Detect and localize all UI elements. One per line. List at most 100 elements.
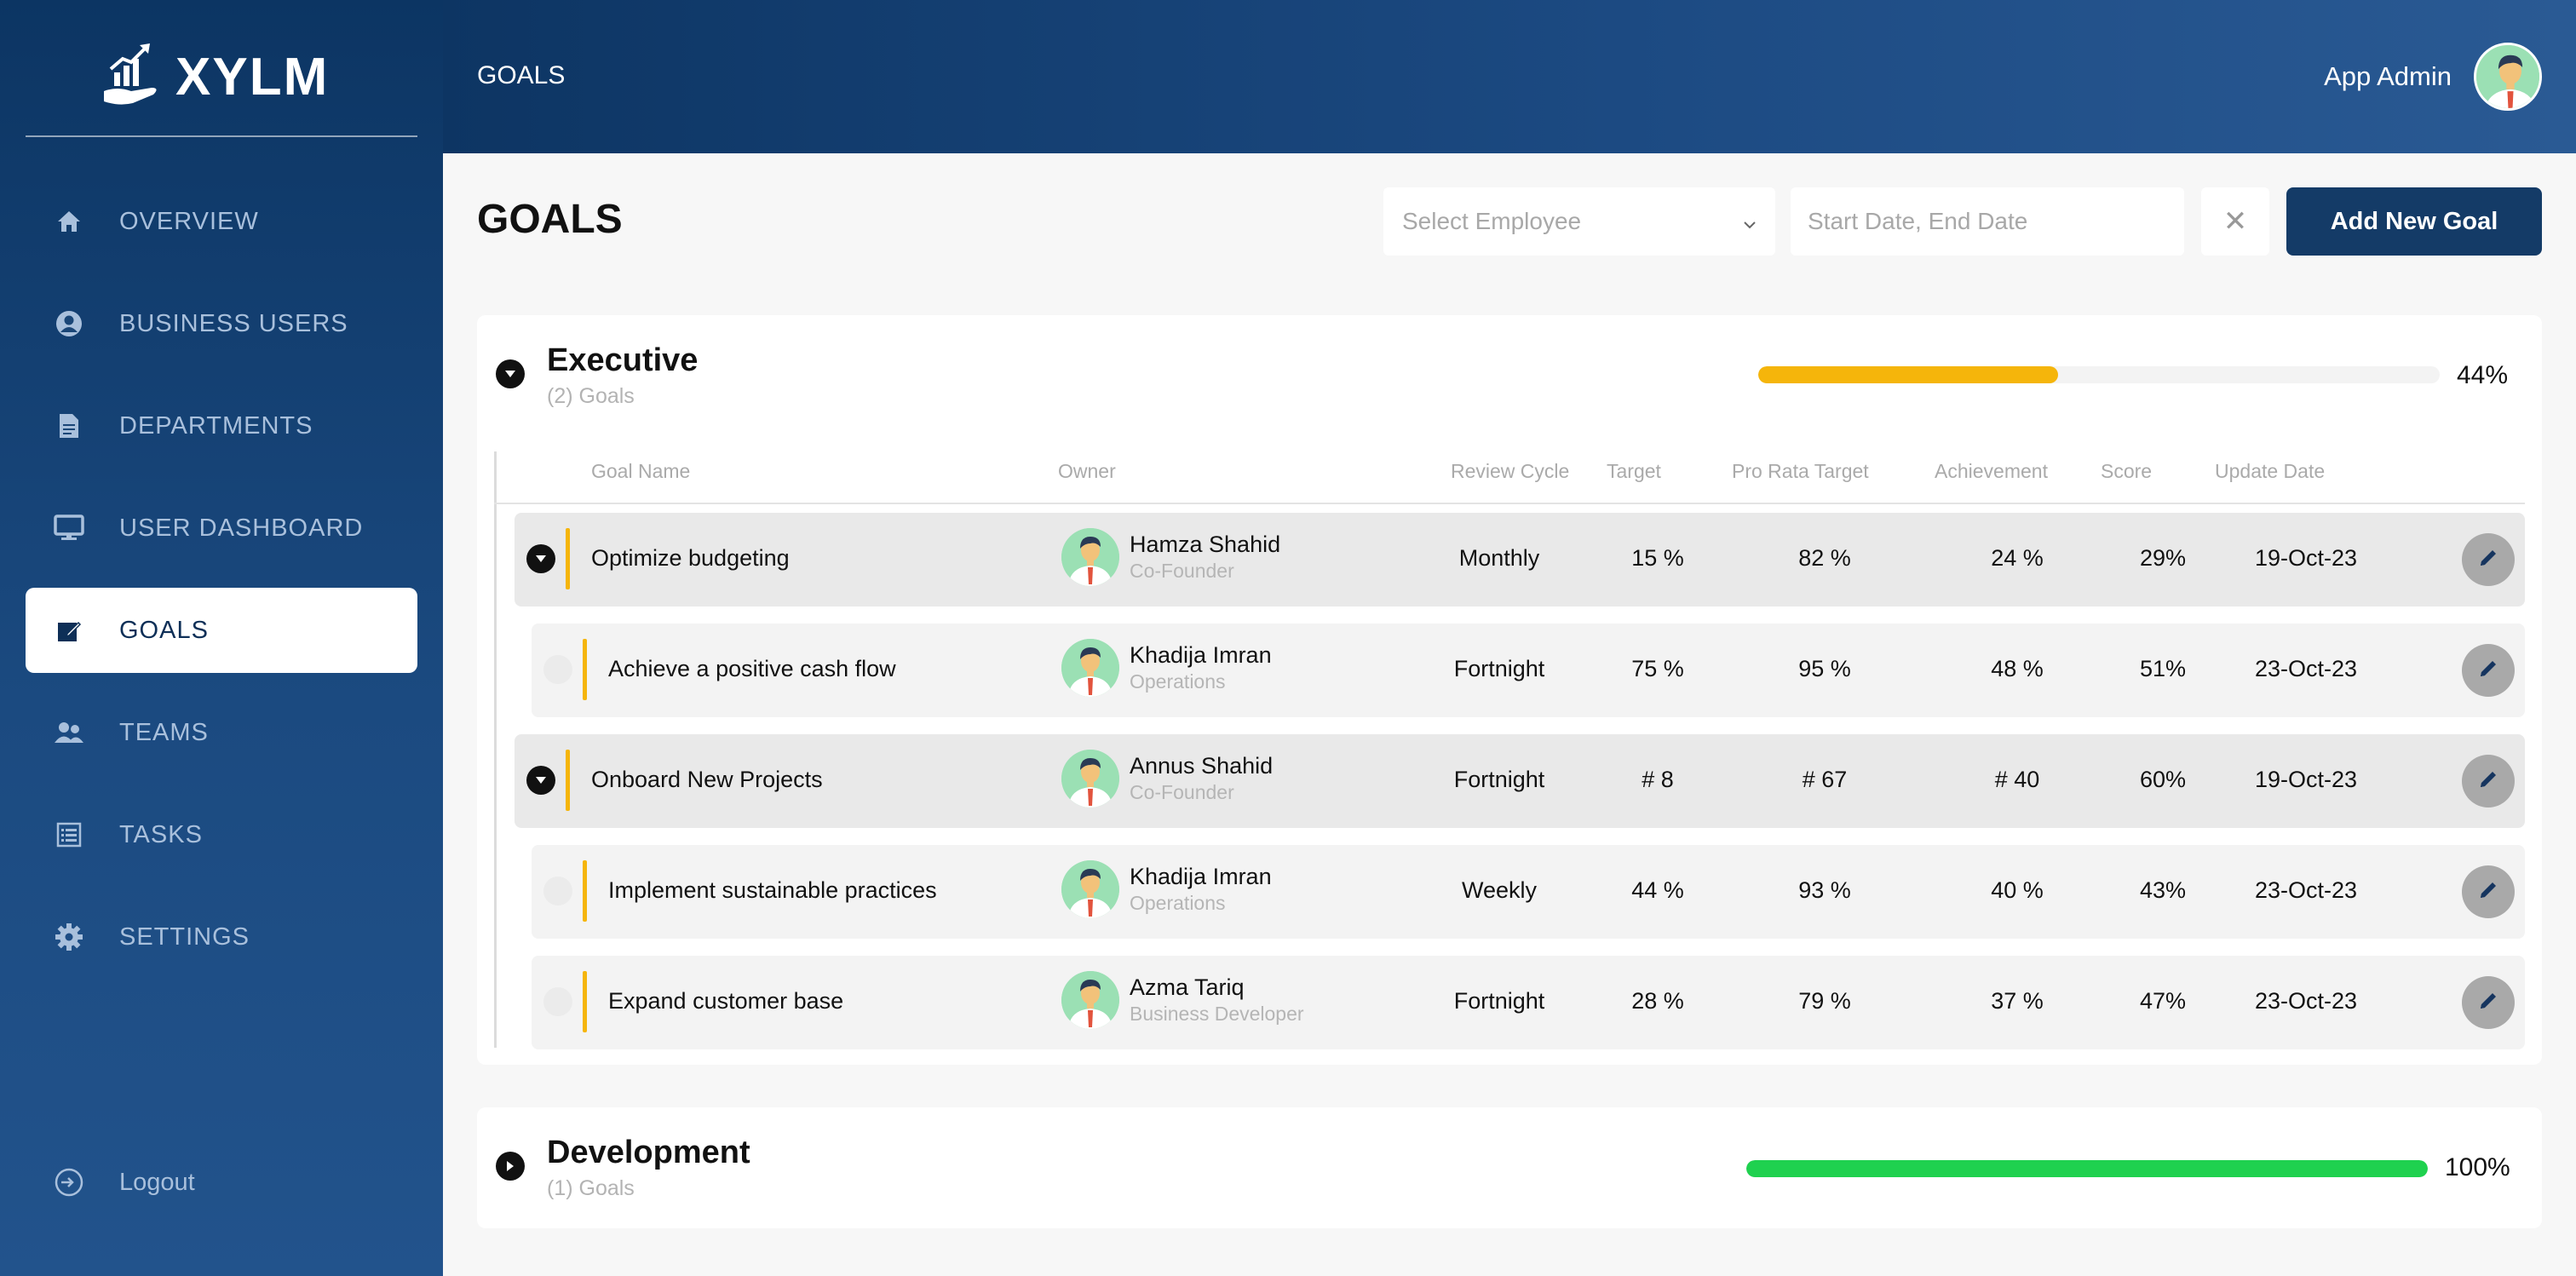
group-goal-count: (1) Goals (547, 1176, 635, 1200)
sidebar-item-departments[interactable]: DEPARTMENTS (26, 383, 417, 468)
update-date: 19-Oct-23 (2254, 767, 2358, 792)
collapse-toggle-icon[interactable] (526, 766, 555, 795)
score-value: 43% (2139, 877, 2187, 903)
group-progress-percent: 100% (2445, 1153, 2510, 1181)
sidebar-item-settings[interactable]: SETTINGS (26, 894, 417, 980)
pencil-icon (2477, 990, 2499, 1016)
sidebar-item-label: GOALS (119, 616, 209, 644)
owner-role: Operations (1130, 670, 1226, 693)
pro-rata-target-value: 95 % (1798, 656, 1851, 681)
logout-label: Logout (119, 1168, 195, 1196)
target-value: 75 % (1631, 656, 1684, 681)
owner-name: Hamza Shahid (1130, 532, 1281, 557)
owner-role: Co-Founder (1130, 560, 1234, 582)
update-date: 23-Oct-23 (2254, 988, 2358, 1014)
goal-group-executive: Executive (2) Goals 44% Goal Name Owner … (477, 315, 2542, 1065)
sidebar-item-label: DEPARTMENTS (119, 411, 313, 440)
pro-rata-target-value: # 67 (1802, 767, 1848, 792)
goal-group-development: Development (1) Goals 100% (477, 1107, 2542, 1228)
add-new-goal-button[interactable]: Add New Goal (2286, 187, 2542, 256)
expand-toggle-icon[interactable] (496, 1152, 525, 1181)
update-date: 19-Oct-23 (2254, 545, 2358, 571)
collapse-toggle-icon[interactable] (526, 544, 555, 573)
achievement-value: 24 % (1991, 545, 2044, 571)
edit-goal-button[interactable] (2462, 976, 2515, 1029)
home-icon (48, 209, 90, 234)
sidebar-divider (26, 135, 417, 137)
top-header: GOALS App Admin (443, 0, 2576, 153)
avatar (1061, 639, 1119, 697)
sidebar-item-goals[interactable]: GOALS (26, 588, 417, 673)
review-cycle: Fortnight (1453, 988, 1545, 1014)
goal-accent-bar (583, 639, 587, 700)
document-icon (48, 412, 90, 440)
edit-goal-button[interactable] (2462, 865, 2515, 918)
date-range-input[interactable]: Start Date, End Date (1791, 187, 2184, 256)
team-icon (48, 720, 90, 745)
avatar[interactable] (2474, 43, 2542, 111)
employee-select-placeholder: Select Employee (1402, 208, 1582, 234)
owner-role: Business Developer (1130, 1003, 1304, 1025)
achievement-value: 37 % (1991, 988, 2044, 1014)
group-header[interactable]: Executive (2) Goals (496, 342, 698, 409)
goal-owner: Hamza Shahid Co-Founder (1061, 528, 1280, 586)
edit-goal-button[interactable] (2462, 644, 2515, 697)
column-target: Target (1607, 460, 1661, 482)
gear-icon (48, 923, 90, 951)
pro-rata-target-value: 82 % (1798, 545, 1851, 571)
avatar (1061, 971, 1119, 1029)
child-toggle-icon (543, 655, 572, 684)
score-value: 60% (2139, 767, 2187, 792)
group-name: Development (547, 1135, 750, 1170)
review-cycle: Monthly (1458, 545, 1540, 571)
list-icon (48, 822, 90, 848)
sidebar-item-tasks[interactable]: TASKS (26, 792, 417, 877)
edit-goal-button[interactable] (2462, 533, 2515, 586)
sidebar-item-business-users[interactable]: BUSINESS USERS (26, 281, 417, 366)
table-row[interactable]: Expand customer base Azma Tariq Business D… (532, 956, 2525, 1049)
achievement-value: # 40 (1994, 767, 2040, 792)
owner-name: Khadija Imran (1130, 642, 1272, 668)
brand-logo[interactable]: XYLM (102, 43, 329, 111)
edit-goal-button[interactable] (2462, 755, 2515, 808)
achievement-value: 40 % (1991, 877, 2044, 903)
logout-button[interactable]: Logout (26, 1140, 417, 1225)
employee-select[interactable]: Select Employee (1383, 187, 1775, 256)
user-menu[interactable]: App Admin (2324, 43, 2542, 111)
sidebar-item-teams[interactable]: TEAMS (26, 690, 417, 775)
group-header[interactable]: Development (1) Goals (496, 1135, 750, 1201)
sidebar-item-label: SETTINGS (119, 923, 250, 951)
review-cycle: Fortnight (1453, 767, 1545, 792)
column-pro-rata-target: Pro Rata Target (1732, 460, 1869, 482)
table-row[interactable]: Onboard New Projects Annus Shahid Co-Found… (515, 734, 2525, 828)
pro-rata-target-value: 79 % (1798, 988, 1851, 1014)
group-progress-percent: 44% (2457, 361, 2509, 389)
column-update-date: Update Date (2215, 460, 2326, 482)
table-row[interactable]: Achieve a positive cash flow Khadija Imra… (532, 624, 2525, 717)
group-progress-bar (1746, 1160, 2428, 1177)
table-row[interactable]: Optimize budgeting Hamza Shahid Co-Founder… (515, 513, 2525, 606)
owner-name: Annus Shahid (1130, 753, 1274, 779)
sidebar-item-user-dashboard[interactable]: USER DASHBOARD (26, 486, 417, 571)
goal-name: Expand customer base (608, 988, 844, 1014)
pro-rata-target-value: 93 % (1798, 877, 1851, 903)
clear-filters-button[interactable]: ✕ (2201, 187, 2269, 256)
table-row[interactable]: Implement sustainable practices Khadija I… (532, 845, 2525, 939)
goal-accent-bar (566, 750, 570, 811)
score-value: 29% (2139, 545, 2187, 571)
sidebar-item-label: OVERVIEW (119, 207, 259, 235)
sidebar-item-label: USER DASHBOARD (119, 514, 364, 542)
target-value: 44 % (1631, 877, 1684, 903)
child-toggle-icon (543, 987, 572, 1016)
sidebar-item-overview[interactable]: OVERVIEW (26, 179, 417, 264)
sidebar-item-label: TEAMS (119, 718, 209, 746)
logout-icon (48, 1167, 90, 1198)
owner-role: Co-Founder (1130, 781, 1234, 803)
review-cycle: Weekly (1461, 877, 1538, 903)
tree-connector (494, 451, 497, 1048)
collapse-toggle-icon[interactable] (496, 359, 525, 388)
pencil-icon (2477, 768, 2499, 795)
goal-name: Onboard New Projects (591, 767, 823, 792)
user-name: App Admin (2324, 61, 2452, 91)
avatar (1061, 528, 1119, 586)
